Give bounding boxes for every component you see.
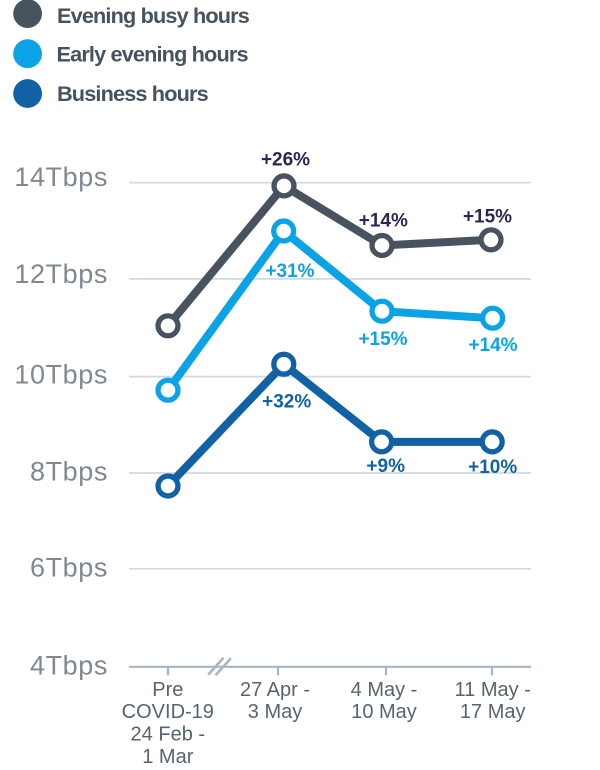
- svg-text:+15%: +15%: [463, 206, 512, 227]
- svg-text:4Tbps: 4Tbps: [30, 651, 108, 681]
- svg-text:+14%: +14%: [359, 211, 408, 232]
- svg-text:10 May: 10 May: [351, 701, 417, 723]
- svg-text:Pre: Pre: [152, 679, 183, 701]
- svg-text:12Tbps: 12Tbps: [14, 259, 108, 289]
- svg-text:1 Mar: 1 Mar: [142, 746, 193, 768]
- svg-text:+26%: +26%: [261, 149, 310, 170]
- svg-text:+14%: +14%: [468, 335, 517, 356]
- svg-text:24 Feb -: 24 Feb -: [131, 724, 205, 746]
- svg-text:6Tbps: 6Tbps: [30, 553, 108, 583]
- svg-text:3 May: 3 May: [248, 701, 302, 723]
- svg-text:+31%: +31%: [265, 261, 314, 282]
- svg-text:COVID-19: COVID-19: [122, 701, 214, 723]
- svg-text:Early evening hours: Early evening hours: [57, 42, 249, 67]
- svg-text:+15%: +15%: [358, 329, 407, 350]
- svg-text:+9%: +9%: [366, 456, 405, 477]
- svg-text:4 May -: 4 May -: [351, 679, 418, 701]
- svg-text:Evening busy hours: Evening busy hours: [57, 3, 250, 28]
- svg-text:11 May -: 11 May -: [455, 679, 531, 701]
- svg-text:Business hours: Business hours: [57, 81, 209, 106]
- svg-text:17 May: 17 May: [460, 701, 526, 723]
- svg-text:10Tbps: 10Tbps: [14, 360, 108, 390]
- svg-text:14Tbps: 14Tbps: [14, 162, 108, 192]
- svg-text:27 Apr -: 27 Apr -: [240, 679, 310, 701]
- svg-text:+10%: +10%: [468, 457, 517, 478]
- svg-text:8Tbps: 8Tbps: [30, 457, 108, 487]
- svg-text:+32%: +32%: [262, 391, 311, 412]
